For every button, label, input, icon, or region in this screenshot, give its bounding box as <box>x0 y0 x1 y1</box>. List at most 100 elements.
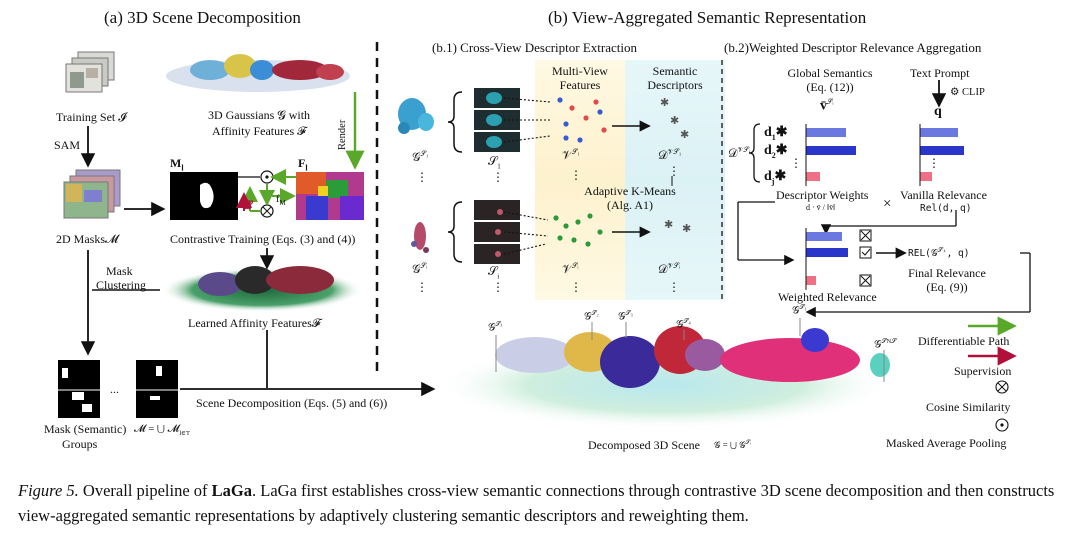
times-symbol: × <box>883 196 892 212</box>
decomposed-formula: 𝒢 = ⋃ 𝒢𝒮ᵢ <box>714 440 752 450</box>
vdots-4: ⋮ <box>668 164 680 178</box>
multi-view-features-si <box>553 213 603 247</box>
view-images-si <box>474 200 520 264</box>
vdots-10: ⋮ <box>928 156 940 170</box>
vdots-1: ⋮ <box>416 170 428 184</box>
v-s1-label: 𝒱𝒮₁ <box>562 148 580 162</box>
clip-label: ⚙ CLIP <box>950 87 985 98</box>
vdots-6: ⋮ <box>492 280 504 294</box>
scene-g-s1: 𝒢𝒮₁ <box>792 304 807 317</box>
legend-sup-label: Supervision <box>954 364 1012 378</box>
feature-f-label: Fl <box>298 156 308 173</box>
fm-label: fM <box>276 194 286 208</box>
learned-affinity-cloud <box>162 266 362 312</box>
weighted-rel-label: Weighted Relevance <box>778 290 877 304</box>
mask-m-label: Ml <box>170 156 184 173</box>
desc-weights-label: Descriptor Weights <box>776 188 869 202</box>
legend-pooling-icon <box>995 418 1009 432</box>
contrastive-label: Contrastive Training (Eqs. (3) and (4)) <box>170 232 356 246</box>
section-b-title: (b) View-Aggregated Semantic Representat… <box>548 8 867 27</box>
mask-images <box>63 169 121 219</box>
vanilla-rel-label: Vanilla Relevance <box>900 188 987 202</box>
q-label: q <box>934 104 942 119</box>
training-set-label: Training Set 𝓘 <box>56 110 127 124</box>
decomposed-scene <box>435 326 895 430</box>
clip-icon: ⚙ <box>950 87 960 98</box>
si-label: 𝒮i <box>488 264 500 281</box>
decomposed-label: Decomposed 3D Scene <box>588 438 700 452</box>
section-a-title: (a) 3D Scene Decomposition <box>104 8 301 27</box>
scene-g-s4: 𝒢𝒮₄ <box>676 318 691 331</box>
final-rel-2: (Eq. (9)) <box>926 280 968 294</box>
rel-output: REL(𝒢𝒮ᵢ, q) <box>908 246 970 260</box>
scene-g-sj: 𝒢𝒮ⱼ <box>488 321 503 334</box>
semantic-descriptors-s1: ✱ ✱ ✱ <box>660 97 689 141</box>
loss-label: 𝓛 <box>243 198 252 212</box>
masks-label: 2D Masks𝓜 <box>56 232 119 246</box>
figure-caption: Figure 5. Overall pipeline of LaGa. LaGa… <box>18 478 1068 528</box>
d1-label: d1✱ <box>764 125 788 142</box>
desc-weights-formula: d · v̄ / ‖v̄‖ <box>806 203 836 212</box>
selection-boxes <box>859 229 872 287</box>
caption-text-pre: Overall pipeline of <box>78 481 212 500</box>
kmeans-label-1: Adaptive K-Means <box>584 184 676 198</box>
dj-label: dj✱ <box>764 169 787 186</box>
legend-diff-label: Differentiable Path <box>918 334 1010 348</box>
object-s1 <box>398 98 434 134</box>
vanilla-relevance-bars <box>919 124 964 186</box>
vdots-3: ⋮ <box>570 168 582 182</box>
diagram-svg: ✱ ✱ ✱ ✱ ✱ <box>58 42 1031 432</box>
semantic-desc-1: Semantic <box>652 64 698 78</box>
multi-view-features-s1 <box>557 97 607 143</box>
text-prompt-label: Text Prompt <box>910 66 970 80</box>
vdots-2: ⋮ <box>492 170 504 184</box>
mask-clustering-2: Clustering <box>96 278 146 292</box>
groups-ellipsis: ... <box>110 382 119 396</box>
descriptor-band <box>625 60 725 300</box>
pipeline-figure: ✱ ✱ ✱ ✱ ✱ <box>44 8 1031 452</box>
object-si <box>411 222 429 253</box>
d-s1-label: 𝒟𝒱𝒮₁ <box>658 148 682 162</box>
b2-title: (b.2)Weighted Descriptor Relevance Aggre… <box>724 40 982 55</box>
d2-label: d2✱ <box>764 143 788 160</box>
multi-view-1: Multi-View <box>552 64 608 78</box>
multi-view-2: Features <box>559 78 601 92</box>
s1-label: 𝒮1 <box>488 154 501 171</box>
weighted-relevance-bars <box>805 228 848 290</box>
feature-render <box>296 172 364 220</box>
groups-formula: 𝓜 = ⋃ 𝓜l∈T <box>134 424 190 438</box>
b1-title: (b.1) Cross-View Descriptor Extraction <box>432 40 637 55</box>
caption-laga: LaGa <box>211 481 253 500</box>
legend-cos-label: Cosine Similarity <box>926 400 1011 414</box>
vdots-8: ⋮ <box>668 280 680 294</box>
gaussians-cloud <box>166 54 350 92</box>
g-s1-label: 𝒢𝒮₁ <box>412 150 429 164</box>
v-bar-label: v̄𝒮ᵢ <box>820 98 834 114</box>
legend-pool-label: Masked Average Pooling <box>886 436 1007 450</box>
svg-text:✱: ✱ <box>660 97 669 109</box>
render-label: Render <box>337 119 348 150</box>
gaussians-label-2: Affinity Features 𝓕 <box>212 124 306 138</box>
semantic-descriptors-si: ✱ ✱ <box>664 219 691 235</box>
final-rel-1: Final Relevance <box>908 266 986 280</box>
v-si-label: 𝒱𝒮ᵢ <box>562 262 579 276</box>
legend-cosine-icon <box>995 380 1009 394</box>
kmeans-label-2: (Alg. A1) <box>607 198 653 212</box>
sam-label: SAM <box>54 138 81 152</box>
svg-text:✱: ✱ <box>664 219 673 231</box>
vanilla-rel-formula: Rel(d, q) <box>920 203 972 214</box>
g-si-label: 𝒢𝒮ᵢ <box>412 262 428 276</box>
scene-g-sn: 𝒢𝒮N𝒮 <box>874 338 897 351</box>
training-set-images <box>65 51 115 93</box>
svg-text:✱: ✱ <box>670 115 679 127</box>
scene-g-s3: 𝒢𝒮₃ <box>618 310 633 323</box>
gaussians-label-1: 3D Gaussians 𝓖 with <box>207 108 311 122</box>
groups-label-1: Mask (Semantic) <box>44 422 127 436</box>
svg-text:✱: ✱ <box>680 129 689 141</box>
scene-g-s2: 𝒢𝒮₂ <box>584 310 599 323</box>
view-images-s1 <box>474 88 520 152</box>
global-semantics-bars <box>805 124 856 186</box>
global-sem-2: (Eq. (12)) <box>806 80 854 94</box>
vdots-9: ⋮ <box>790 156 802 170</box>
caption-label: Figure 5. <box>18 481 79 500</box>
